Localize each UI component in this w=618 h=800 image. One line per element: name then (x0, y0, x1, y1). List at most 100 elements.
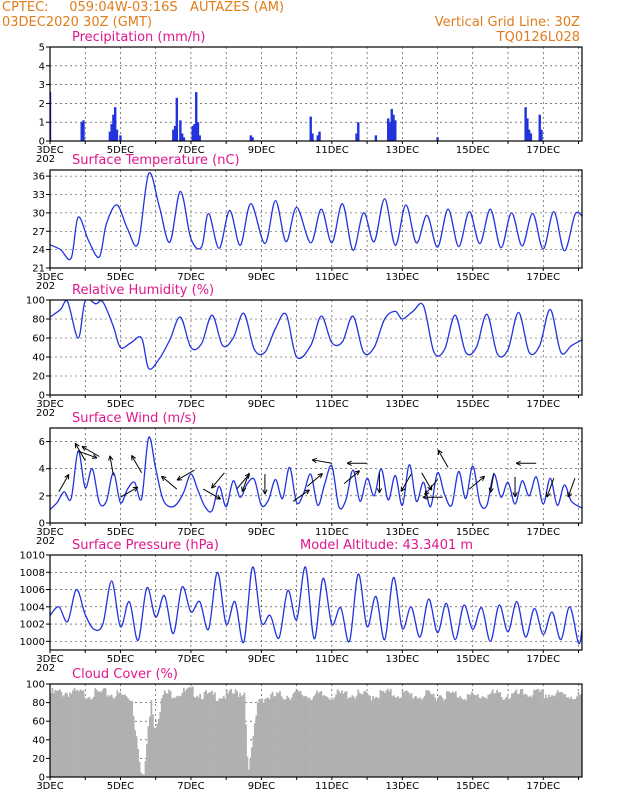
cloud-bar (484, 697, 487, 777)
cloud-bar (162, 695, 165, 777)
x-tick-label: 7DEC (177, 272, 204, 283)
cloud-bar (293, 691, 296, 777)
cloud-bar (205, 690, 207, 777)
panel-precipitation: 0 1 2 3 4 5 3DEC 5DEC 7DEC 9DEC 11DEC 13DEC 15DEC 17D… (36, 30, 583, 165)
cloud-bar (415, 695, 417, 777)
cloud-bar (103, 687, 105, 777)
wind-arrow (421, 472, 433, 491)
cloud-bar (168, 689, 170, 777)
cloud-bar (530, 697, 533, 777)
cloud-bar (512, 693, 515, 777)
y-tick-label: 2 (39, 99, 45, 110)
cloud-bar (147, 726, 150, 777)
cloud-bar (73, 687, 76, 777)
cloud-bar (169, 691, 172, 777)
cloud-bar (391, 696, 394, 777)
cloud-bar (327, 698, 330, 777)
x-tick-label: 11DEC (315, 272, 349, 283)
cloud-bar (116, 690, 119, 777)
panel-frame (49, 683, 583, 778)
cloud-bar (525, 694, 528, 777)
precip-bar (195, 92, 198, 141)
precip-bar (390, 109, 393, 141)
cloud-bar (502, 699, 504, 777)
wind-arrowhead (262, 489, 268, 495)
wind-arrow (546, 478, 555, 498)
x-tick-label: 13DEC (385, 654, 419, 665)
cloud-bar (299, 690, 302, 777)
plot-area (50, 566, 582, 645)
precip-bar (394, 120, 397, 141)
cloud-bar (395, 697, 398, 777)
cloud-bar (237, 697, 240, 777)
x-tick-label: 9DEC (248, 527, 275, 538)
precip-bar (179, 120, 182, 141)
cloud-bar (518, 693, 521, 777)
wind-arrow (109, 455, 114, 476)
x-tick-label: 3DEC (36, 781, 63, 792)
cloud-bar (308, 697, 311, 777)
cloud-bar (508, 699, 510, 777)
cloud-bar (199, 694, 202, 777)
x-year-label-cut: 202 (36, 536, 55, 547)
precip-bar (387, 118, 390, 141)
cloud-bar (271, 691, 274, 777)
cloud-bar (83, 697, 86, 777)
cloud-bar (203, 692, 206, 777)
cloud-bar (549, 697, 552, 777)
x-tick-label: 11DEC (315, 781, 349, 792)
wind-arrow (306, 473, 323, 487)
cloud-bar (576, 696, 578, 777)
cloud-bar (181, 692, 184, 777)
cloud-bar (224, 698, 227, 777)
cloud-bar (542, 689, 544, 777)
cloud-bar (389, 688, 392, 777)
cloud-bar (165, 692, 168, 777)
cloud-bar (468, 694, 470, 777)
wind-arrowhead (512, 492, 518, 498)
cloud-bar (451, 691, 454, 777)
y-tick-label: 1006 (20, 585, 45, 596)
cloud-bar (250, 747, 253, 777)
x-tick-label: 9DEC (248, 145, 275, 156)
wind-arrowhead (304, 489, 310, 495)
cloud-bar (506, 696, 509, 777)
x-year-label-cut: 202 (36, 281, 55, 292)
cloud-bar (358, 692, 361, 777)
cloud-bar (119, 692, 122, 777)
cloud-bar (444, 698, 447, 777)
x-tick-label: 7DEC (177, 527, 204, 538)
cloud-bar (550, 695, 553, 777)
cloud-bar (298, 691, 301, 777)
cloud-bar (236, 691, 238, 777)
cloud-bar (493, 693, 496, 777)
cloud-bar (317, 693, 320, 777)
cloud-bar (258, 699, 261, 777)
x-tick-label: 3DEC (36, 527, 63, 538)
panel-title: Cloud Cover (%) (72, 667, 178, 682)
cloud-bar (215, 701, 218, 777)
cloud-bar (188, 687, 191, 777)
cloud-bar (292, 693, 295, 777)
cloud-bar (487, 694, 490, 777)
wind-arrowhead (488, 487, 494, 493)
cloud-bar (314, 694, 317, 777)
wind-arrow (312, 459, 332, 464)
wind-arrowhead (317, 473, 323, 479)
cloud-bar (185, 688, 188, 777)
cloud-bar (417, 698, 420, 777)
cloud-bar (301, 694, 303, 777)
cloud-bar (321, 695, 324, 777)
cloud-bar (163, 690, 166, 777)
cloud-bar (496, 689, 499, 777)
precip-bar (180, 133, 184, 141)
cloud-bar (360, 693, 363, 777)
x-tick-label: 17DEC (526, 399, 560, 410)
cloud-bar (302, 696, 305, 777)
wind-arrowhead (74, 442, 80, 449)
precip-bar (540, 129, 543, 141)
cloud-bar (239, 692, 241, 777)
wind-arrowhead (567, 491, 573, 498)
cloud-bar (345, 691, 348, 777)
y-tick-label: 60 (32, 717, 45, 728)
